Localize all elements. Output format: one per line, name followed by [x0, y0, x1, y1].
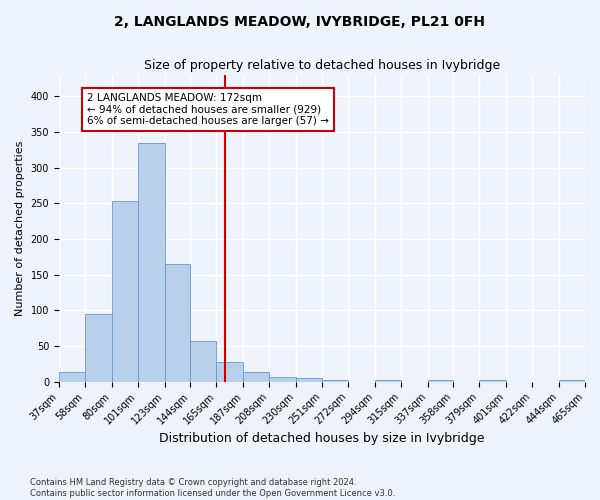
Bar — [190, 341, 216, 382]
Bar — [137, 144, 164, 382]
Bar — [112, 202, 137, 382]
Bar — [216, 362, 243, 382]
Bar — [243, 372, 269, 382]
Bar — [296, 378, 322, 382]
Bar — [164, 264, 190, 382]
Bar — [322, 380, 348, 382]
X-axis label: Distribution of detached houses by size in Ivybridge: Distribution of detached houses by size … — [159, 432, 485, 445]
Text: Contains HM Land Registry data © Crown copyright and database right 2024.
Contai: Contains HM Land Registry data © Crown c… — [30, 478, 395, 498]
Text: 2 LANGLANDS MEADOW: 172sqm
← 94% of detached houses are smaller (929)
6% of semi: 2 LANGLANDS MEADOW: 172sqm ← 94% of deta… — [87, 93, 329, 126]
Bar — [559, 380, 585, 382]
Title: Size of property relative to detached houses in Ivybridge: Size of property relative to detached ho… — [144, 60, 500, 72]
Bar — [428, 380, 454, 382]
Bar — [479, 380, 506, 382]
Text: 2, LANGLANDS MEADOW, IVYBRIDGE, PL21 0FH: 2, LANGLANDS MEADOW, IVYBRIDGE, PL21 0FH — [115, 15, 485, 29]
Bar — [59, 372, 85, 382]
Y-axis label: Number of detached properties: Number of detached properties — [15, 140, 25, 316]
Bar — [269, 376, 296, 382]
Bar — [85, 314, 112, 382]
Bar — [375, 380, 401, 382]
